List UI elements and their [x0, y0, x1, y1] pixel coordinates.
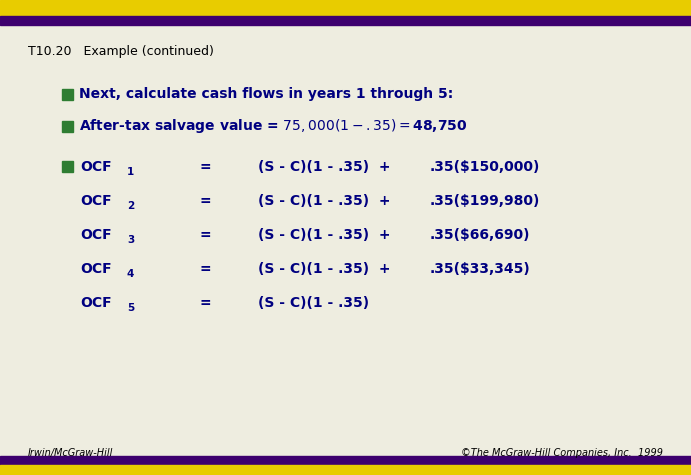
- Text: 3: 3: [127, 235, 134, 245]
- Text: =: =: [200, 262, 211, 276]
- Text: .35($199,980): .35($199,980): [430, 194, 540, 208]
- Bar: [62, 121, 73, 132]
- Text: =: =: [200, 194, 211, 208]
- Bar: [0, 0, 691, 16]
- Text: .35($33,345): .35($33,345): [430, 262, 531, 276]
- Bar: [62, 89, 73, 100]
- Text: .35($66,690): .35($66,690): [430, 228, 531, 242]
- Text: 5: 5: [127, 303, 134, 313]
- Text: Irwin/McGraw-Hill: Irwin/McGraw-Hill: [28, 448, 113, 458]
- Text: =: =: [200, 160, 211, 174]
- Bar: [0, 16, 691, 25]
- Text: (S - C)(1 - .35)  +: (S - C)(1 - .35) +: [258, 262, 390, 276]
- Text: OCF: OCF: [80, 296, 112, 310]
- Text: OCF: OCF: [80, 160, 112, 174]
- Bar: [0, 465, 691, 475]
- Text: ©The McGraw-Hill Companies, Inc.  1999: ©The McGraw-Hill Companies, Inc. 1999: [461, 448, 663, 458]
- Text: (S - C)(1 - .35)  +: (S - C)(1 - .35) +: [258, 194, 390, 208]
- Text: (S - C)(1 - .35)  +: (S - C)(1 - .35) +: [258, 228, 390, 242]
- Text: (S - C)(1 - .35)  +: (S - C)(1 - .35) +: [258, 160, 390, 174]
- Text: .35($150,000): .35($150,000): [430, 160, 540, 174]
- Bar: [62, 161, 73, 172]
- Text: OCF: OCF: [80, 194, 112, 208]
- Bar: [0, 456, 691, 465]
- Text: 2: 2: [127, 201, 134, 211]
- Text: 1: 1: [127, 167, 134, 177]
- Text: Next, calculate cash flows in years 1 through 5:: Next, calculate cash flows in years 1 th…: [79, 87, 453, 101]
- Text: =: =: [200, 228, 211, 242]
- Text: After-tax salvage value = $75,000(1 - .35) = $48,750: After-tax salvage value = $75,000(1 - .3…: [79, 117, 468, 135]
- Text: OCF: OCF: [80, 228, 112, 242]
- Text: OCF: OCF: [80, 262, 112, 276]
- Text: =: =: [200, 296, 211, 310]
- Text: T10.20   Example (continued): T10.20 Example (continued): [28, 45, 214, 58]
- Text: 4: 4: [127, 269, 134, 279]
- Text: (S - C)(1 - .35): (S - C)(1 - .35): [258, 296, 369, 310]
